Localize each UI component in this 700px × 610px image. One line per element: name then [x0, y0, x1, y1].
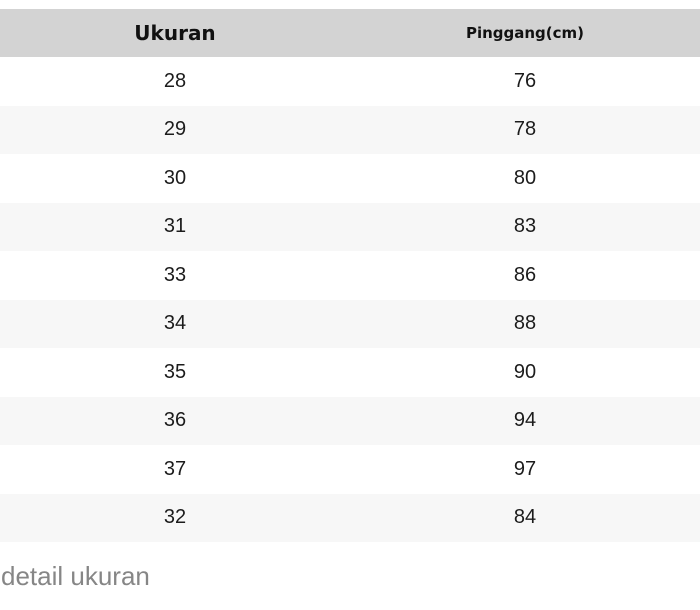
table-row: 36 94 [0, 396, 700, 445]
pinggang-cell: 80 [513, 166, 537, 189]
ukuran-cell: 32 [163, 506, 187, 529]
ukuran-cell: 36 [163, 409, 187, 432]
pinggang-cell: 84 [513, 506, 537, 529]
size-table: Ukuran Pinggang(cm) 28 76 29 78 30 80 31… [0, 9, 700, 542]
table-row: 34 88 [0, 299, 700, 348]
ukuran-cell: 34 [163, 312, 187, 335]
table-row: 35 90 [0, 348, 700, 397]
pinggang-cell: 88 [513, 312, 537, 335]
pinggang-cell: 94 [513, 409, 537, 432]
pinggang-cell: 90 [513, 360, 537, 383]
table-row: 29 78 [0, 105, 700, 154]
size-table-head: Ukuran Pinggang(cm) [0, 9, 700, 57]
size-table-body: 28 76 29 78 30 80 31 83 33 86 34 88 [0, 57, 700, 542]
ukuran-cell: 28 [163, 69, 187, 92]
detail-ukuran-label: detail ukuran [1, 561, 150, 591]
table-row: 32 84 [0, 493, 700, 542]
ukuran-cell: 37 [163, 457, 187, 480]
table-header-row: Ukuran Pinggang(cm) [0, 9, 700, 57]
pinggang-cell: 78 [513, 118, 537, 141]
pinggang-cell: 83 [513, 215, 537, 238]
ukuran-cell: 31 [163, 215, 187, 238]
table-row: 30 80 [0, 154, 700, 203]
ukuran-cell: 35 [163, 360, 187, 383]
ukuran-cell: 30 [163, 166, 187, 189]
table-row: 31 83 [0, 202, 700, 251]
table-row: 33 86 [0, 251, 700, 300]
ukuran-cell: 29 [163, 118, 187, 141]
pinggang-cell: 76 [513, 69, 537, 92]
pinggang-cell: 97 [513, 457, 537, 480]
pinggang-cell: 86 [513, 263, 537, 286]
column-header-pinggang: Pinggang(cm) [465, 24, 585, 42]
ukuran-cell: 33 [163, 263, 187, 286]
column-header-ukuran: Ukuran [134, 21, 216, 45]
table-row: 28 76 [0, 57, 700, 106]
table-row: 37 97 [0, 445, 700, 494]
